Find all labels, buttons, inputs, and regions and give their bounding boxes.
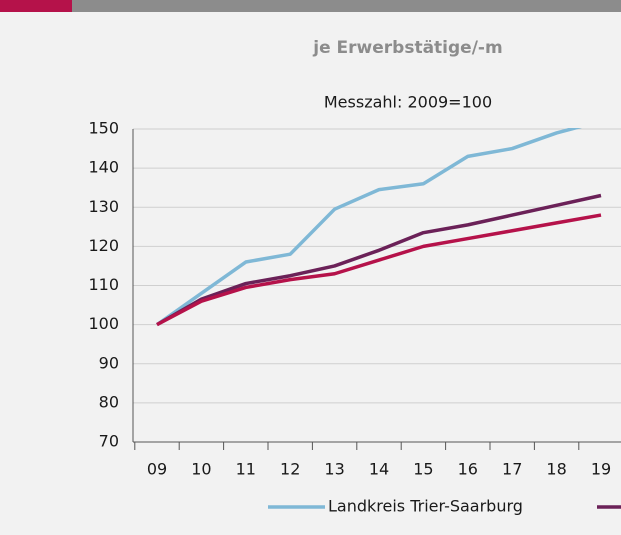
y-tick-label: 100 [88,314,119,333]
header-bar [72,0,621,12]
header-accent [0,0,72,12]
x-tick-label: 16 [458,460,478,479]
y-tick-label: 120 [88,236,119,255]
x-tick-label: 19 [591,460,611,479]
x-tick-label: 12 [280,460,300,479]
x-tick-label: 17 [502,460,522,479]
series-line [155,128,583,327]
legend-label: Landkreis Trier-Saarburg [328,497,523,516]
y-tick-label: 90 [99,353,119,372]
x-tick-label: 11 [236,460,256,479]
y-tick-label: 80 [99,392,119,411]
chart-title: je Erwerbstätige/-m [312,38,502,58]
x-tick-label: 10 [191,460,211,479]
y-tick-label: 110 [88,275,119,294]
x-tick-label: 14 [369,460,389,479]
y-tick-label: 140 [88,158,119,177]
x-tick-label: 15 [413,460,433,479]
y-tick-label: 130 [88,197,119,216]
y-tick-label: 70 [99,432,119,451]
x-tick-label: 18 [546,460,566,479]
chart-subtitle: Messzahl: 2009=100 [324,93,492,112]
series-line [156,213,602,327]
plot-area [155,128,602,327]
series-line [156,193,602,327]
y-tick-label: 150 [88,119,119,138]
x-tick-label: 09 [147,460,167,479]
x-tick-label: 13 [324,460,344,479]
